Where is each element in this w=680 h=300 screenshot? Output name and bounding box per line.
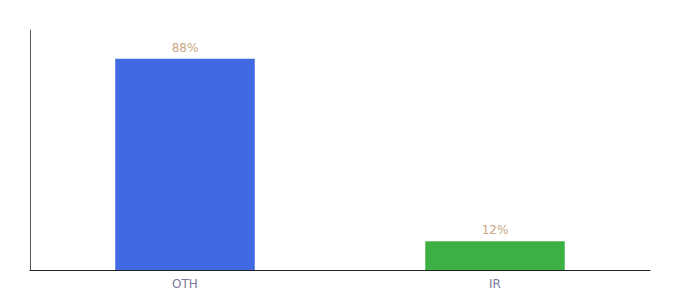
svg-text:12%: 12% xyxy=(482,223,509,237)
svg-text:OTH: OTH xyxy=(172,277,198,291)
svg-text:IR: IR xyxy=(489,277,501,291)
svg-text:88%: 88% xyxy=(172,41,199,55)
